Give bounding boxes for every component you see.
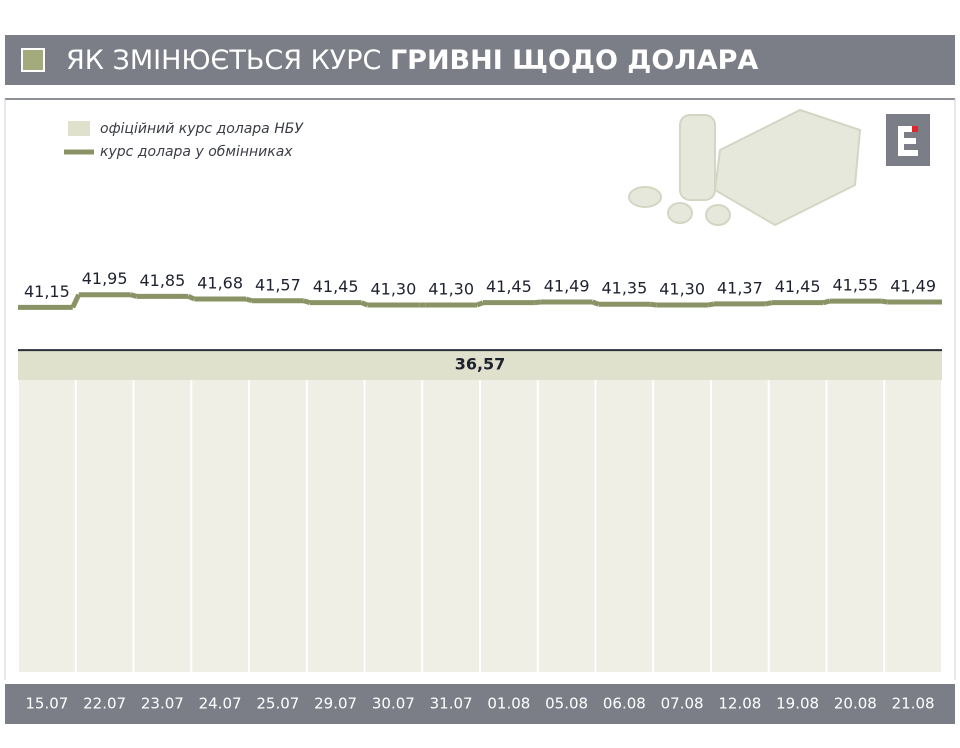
step-connector	[765, 300, 773, 307]
legend: офіційний курс долара НБУ курс долара у о…	[64, 121, 304, 160]
chart-title: ЯК ЗМІНЮЄТЬСЯ КУРС ГРИВНІ ЩОДО ДОЛАРА	[66, 45, 758, 76]
coin	[667, 202, 693, 224]
official-column	[423, 380, 479, 672]
x-tick-label: 21.08	[892, 695, 935, 713]
value-label: 41,45	[486, 277, 532, 296]
official-column	[307, 380, 364, 672]
value-label: 41,95	[82, 269, 128, 288]
x-tick-label: 24.07	[199, 695, 242, 713]
official-column	[192, 380, 248, 672]
value-label: 41,57	[255, 275, 301, 294]
title-icon	[21, 48, 45, 72]
x-tick-label: 05.08	[545, 695, 588, 713]
official-column	[769, 380, 826, 672]
x-tick-label: 01.08	[487, 695, 530, 713]
x-tick-label: 29.07	[314, 695, 357, 713]
title-part: ЯК ЗМІНЮЄТЬСЯ КУРС	[66, 45, 381, 76]
step-connector	[302, 298, 311, 306]
banknotes	[713, 108, 862, 227]
official-column	[885, 380, 941, 672]
value-label: 41,85	[139, 271, 185, 290]
step-connector	[880, 298, 888, 305]
official-column	[712, 380, 768, 672]
official-column	[827, 380, 884, 672]
value-label: 41,49	[890, 277, 936, 296]
value-label: 41,15	[24, 282, 70, 301]
step-connector	[649, 301, 657, 308]
value-label: 41,45	[313, 277, 359, 296]
official-value-label: 36,57	[455, 355, 506, 374]
x-axis-bar	[5, 684, 955, 724]
value-label: 41,30	[659, 280, 705, 299]
step-connector	[245, 296, 253, 304]
step-connector	[534, 299, 542, 306]
x-tick-label: 06.08	[603, 695, 646, 713]
official-column	[365, 380, 422, 672]
value-label: 41,68	[197, 274, 243, 293]
step-connector	[187, 294, 196, 302]
step-connector	[591, 299, 600, 307]
logo-accent	[912, 126, 918, 132]
official-column	[596, 380, 653, 672]
step-connector	[129, 292, 138, 299]
step-connector	[476, 300, 484, 308]
x-tick-label: 22.07	[83, 695, 126, 713]
step-connector	[707, 301, 715, 308]
x-tick-label: 30.07	[372, 695, 415, 713]
title-bold: ГРИВНІ ЩОДО ДОЛАРА	[390, 45, 758, 76]
official-column	[538, 380, 595, 672]
value-label: 41,55	[832, 276, 878, 295]
legend-label: офіційний курс долара НБУ	[100, 121, 304, 137]
step-connector	[360, 300, 369, 308]
legend-label: курс долара у обмінниках	[100, 144, 293, 160]
value-label: 41,30	[428, 280, 474, 299]
x-tick-label: 20.08	[834, 695, 877, 713]
x-tick-label: 19.08	[776, 695, 819, 713]
official-band	[18, 350, 942, 381]
step-connector	[70, 293, 82, 309]
official-column	[481, 380, 537, 672]
step-connector	[822, 298, 831, 306]
x-tick-label: 15.07	[25, 695, 68, 713]
coin-stack	[679, 114, 716, 201]
illustration	[628, 108, 862, 227]
official-column	[654, 380, 710, 672]
official-column	[19, 380, 75, 672]
coin	[705, 204, 731, 226]
x-tick-label: 23.07	[141, 695, 184, 713]
official-column	[250, 380, 306, 672]
value-label: 41,30	[370, 280, 416, 299]
x-tick-label: 25.07	[256, 695, 299, 713]
official-column	[76, 380, 133, 672]
value-label: 41,35	[601, 279, 647, 298]
logo-letter	[898, 126, 918, 156]
x-tick-label: 31.07	[430, 695, 473, 713]
value-label: 41,49	[544, 277, 590, 296]
title-bar	[5, 35, 955, 85]
x-tick-label: 07.08	[661, 695, 704, 713]
x-tick-label: 12.08	[718, 695, 761, 713]
value-label: 41,45	[775, 277, 821, 296]
value-label: 41,37	[717, 278, 763, 297]
legend-swatch	[68, 121, 90, 136]
official-column	[134, 380, 191, 672]
coin	[628, 186, 662, 208]
